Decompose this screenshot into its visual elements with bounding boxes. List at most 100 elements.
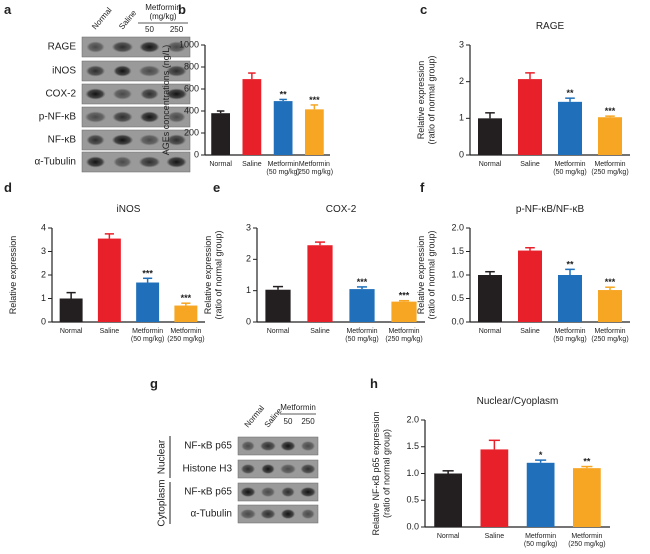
y-tick-label: 1 [41, 293, 46, 303]
blot-band [280, 508, 296, 520]
y-tick-label: 1 [459, 113, 464, 123]
blot-strip [81, 36, 191, 58]
blot-band [241, 440, 255, 452]
blot-band [280, 463, 296, 475]
bar [305, 109, 324, 155]
y-tick-label: 1.5 [406, 441, 419, 451]
chart-title: COX-2 [326, 204, 357, 215]
significance-label: *** [357, 277, 368, 287]
bar [136, 282, 160, 322]
x-tick-label: Metformin (50 mg/kg) [131, 328, 164, 343]
blot-row-label: iNOS [52, 66, 76, 77]
blot-band [112, 111, 133, 123]
y-tick-label: 0 [459, 149, 464, 159]
y-tick-label: 800 [184, 61, 199, 71]
blot-band [111, 41, 134, 53]
significance-label: *** [605, 106, 616, 116]
chart-title: RAGE [536, 21, 565, 32]
blot-band [86, 134, 105, 146]
significance-label: *** [309, 95, 320, 105]
y-axis-label: Relative expression(ratio of normal grou… [416, 230, 436, 319]
panel-label: g [150, 376, 158, 391]
x-tick-label: Metformin (50 mg/kg) [266, 161, 299, 176]
x-tick-label: Metformin (50 mg/kg) [553, 161, 586, 176]
bar [478, 118, 502, 155]
lane-dose: 250 [170, 25, 184, 34]
blot-band [260, 440, 276, 452]
significance-label: *** [399, 291, 410, 301]
x-tick-label: Normal [209, 161, 232, 168]
lane-dose: 50 [284, 417, 293, 426]
x-tick-label: Metformin (250 mg/kg) [385, 328, 422, 343]
bar [434, 473, 462, 527]
x-tick-label: Saline [520, 161, 540, 168]
y-tick-label: 3 [41, 246, 46, 256]
x-tick-label: Saline [242, 161, 262, 168]
bar [573, 468, 601, 527]
x-tick-label: Metformin (250 mg/kg) [591, 328, 628, 343]
section-label: Nuclear [157, 439, 168, 474]
significance-label: ** [583, 457, 591, 467]
panel-label: h [370, 376, 378, 391]
blot-band [139, 111, 160, 123]
lane-group-label: Metformin (mg/kg) [145, 3, 181, 21]
blot-row-label: Histone H3 [183, 464, 233, 475]
blot-band [86, 41, 105, 53]
blot-band [138, 65, 161, 77]
x-tick-label: Saline [100, 328, 120, 335]
y-tick-label: 2 [459, 76, 464, 86]
blot-band [240, 508, 256, 520]
blot-band [300, 463, 316, 475]
bar [518, 79, 542, 155]
significance-label: *** [605, 277, 616, 287]
y-tick-label: 1.0 [406, 468, 419, 478]
lane-label: Normal [90, 6, 114, 32]
x-tick-label: Metformin (250 mg/kg) [568, 533, 605, 548]
blot-band [165, 88, 188, 100]
chart-title: iNOS [117, 204, 141, 215]
panel-label: c [420, 2, 427, 17]
x-tick-label: Metformin (250 mg/kg) [296, 161, 333, 176]
blot-band [84, 111, 107, 123]
x-tick-label: Normal [267, 328, 290, 335]
blot-band [85, 88, 106, 100]
chart-title: Nuclear/Cyoplasm [477, 396, 559, 407]
bar [558, 275, 582, 322]
blot-band [167, 111, 186, 123]
blot-row-label: α-Tubulin [34, 157, 76, 168]
blot-band [111, 134, 134, 146]
blot-band [166, 156, 187, 168]
y-tick-label: 2 [41, 269, 46, 279]
panel-label: a [4, 2, 12, 17]
blot-row-label: p-NF-κB [39, 112, 77, 123]
blot-band [113, 65, 132, 77]
bar [518, 250, 542, 322]
blot-band [139, 41, 160, 53]
y-tick-label: 200 [184, 127, 199, 137]
bar [391, 301, 417, 322]
blot-band [85, 65, 106, 77]
blot-band [166, 65, 187, 77]
lane-dose: 250 [301, 417, 315, 426]
blot-band [260, 508, 276, 520]
panel-label: b [178, 2, 186, 17]
y-axis-label: Relative expression(ratio of normal grou… [203, 230, 223, 319]
blot-band [112, 88, 133, 100]
blot-band [166, 41, 187, 53]
y-tick-label: 0.5 [406, 495, 419, 505]
bar [174, 305, 198, 322]
x-tick-label: Metformin (50 mg/kg) [524, 533, 557, 548]
bar [97, 238, 121, 322]
y-tick-label: 0.5 [451, 293, 464, 303]
blot-strip [81, 83, 191, 105]
bar [598, 117, 622, 155]
blot-band [140, 88, 159, 100]
blot-band [280, 440, 296, 452]
x-tick-label: Normal [479, 328, 502, 335]
y-tick-label: 3 [459, 39, 464, 49]
lane-label: Normal [243, 404, 267, 430]
blot-row-label: RAGE [48, 42, 77, 53]
y-tick-label: 1.0 [451, 269, 464, 279]
y-tick-label: 600 [184, 83, 199, 93]
